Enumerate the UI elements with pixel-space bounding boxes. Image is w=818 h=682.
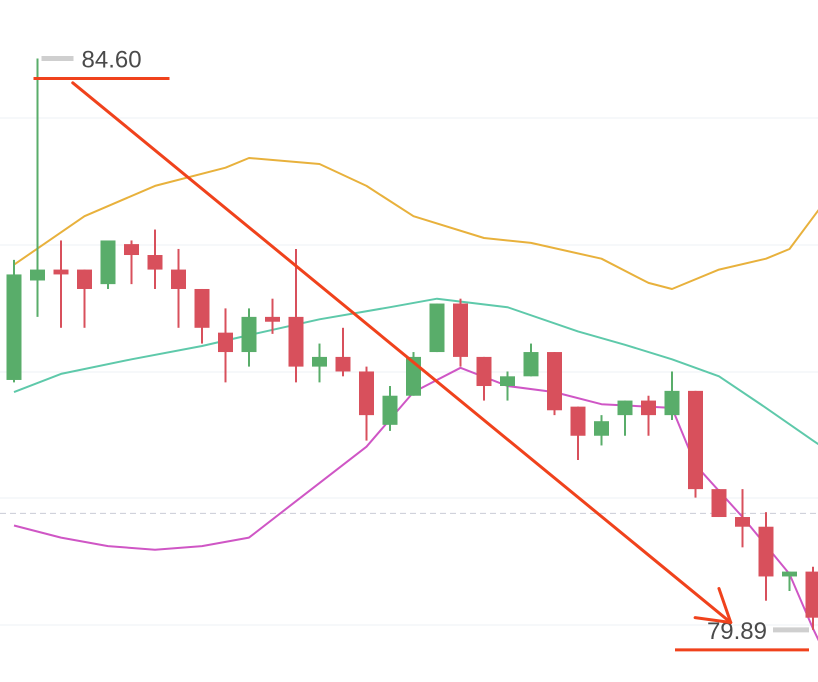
candle xyxy=(641,396,656,436)
candle-body xyxy=(594,421,609,436)
candle xyxy=(712,489,727,517)
candle-body xyxy=(218,333,233,352)
candle xyxy=(7,260,22,383)
candle-body xyxy=(101,240,116,284)
candle-body xyxy=(806,572,818,618)
candle-body xyxy=(641,401,656,416)
candle-body xyxy=(195,289,210,328)
candle-body xyxy=(618,401,633,416)
candle-body xyxy=(547,352,562,410)
candle-body xyxy=(30,270,45,281)
candle xyxy=(571,407,586,460)
candle xyxy=(524,344,539,377)
candle-body xyxy=(77,270,92,289)
candle-body xyxy=(359,371,374,415)
candle xyxy=(101,240,116,289)
candle-body xyxy=(7,274,22,380)
high-price-label: 84.60 xyxy=(82,47,142,74)
bollinger-upper-line xyxy=(14,158,818,289)
candle xyxy=(383,386,398,431)
candle xyxy=(430,304,445,353)
candle xyxy=(242,308,257,366)
candle xyxy=(336,328,351,377)
candle-body xyxy=(171,270,186,289)
candle xyxy=(688,391,703,498)
candle-body xyxy=(524,352,539,376)
candle-body xyxy=(688,391,703,489)
candle xyxy=(30,59,45,317)
candle xyxy=(618,401,633,436)
candle-body xyxy=(665,391,680,415)
candle xyxy=(665,371,680,420)
candle-body xyxy=(336,357,351,372)
candle-body xyxy=(571,407,586,436)
candle-body xyxy=(759,527,774,577)
candle-body xyxy=(500,376,515,386)
candles xyxy=(7,59,818,630)
candle-body xyxy=(477,357,492,386)
candle-body xyxy=(735,517,750,527)
candle-body xyxy=(265,317,280,322)
candle xyxy=(124,240,139,284)
candle xyxy=(759,512,774,601)
candle-body xyxy=(289,317,304,367)
candle xyxy=(312,344,327,383)
candle xyxy=(806,567,818,630)
candle xyxy=(359,367,374,441)
candle xyxy=(477,357,492,401)
candle xyxy=(500,371,515,400)
candle xyxy=(594,415,609,445)
candle xyxy=(547,352,562,415)
candle-body xyxy=(242,317,257,352)
candle xyxy=(148,230,163,289)
candle-body xyxy=(383,396,398,425)
candle-body xyxy=(124,244,139,255)
candle-body xyxy=(430,304,445,353)
candle-body xyxy=(712,489,727,517)
candle-body xyxy=(312,357,327,367)
candle xyxy=(54,240,69,327)
candle xyxy=(171,249,186,328)
candle xyxy=(77,270,92,328)
candle xyxy=(453,299,468,367)
candle xyxy=(195,289,210,344)
candle-body xyxy=(54,270,69,275)
candle-body xyxy=(148,255,163,270)
candle-body xyxy=(453,304,468,357)
candle-body xyxy=(782,572,797,577)
candle xyxy=(218,308,233,382)
